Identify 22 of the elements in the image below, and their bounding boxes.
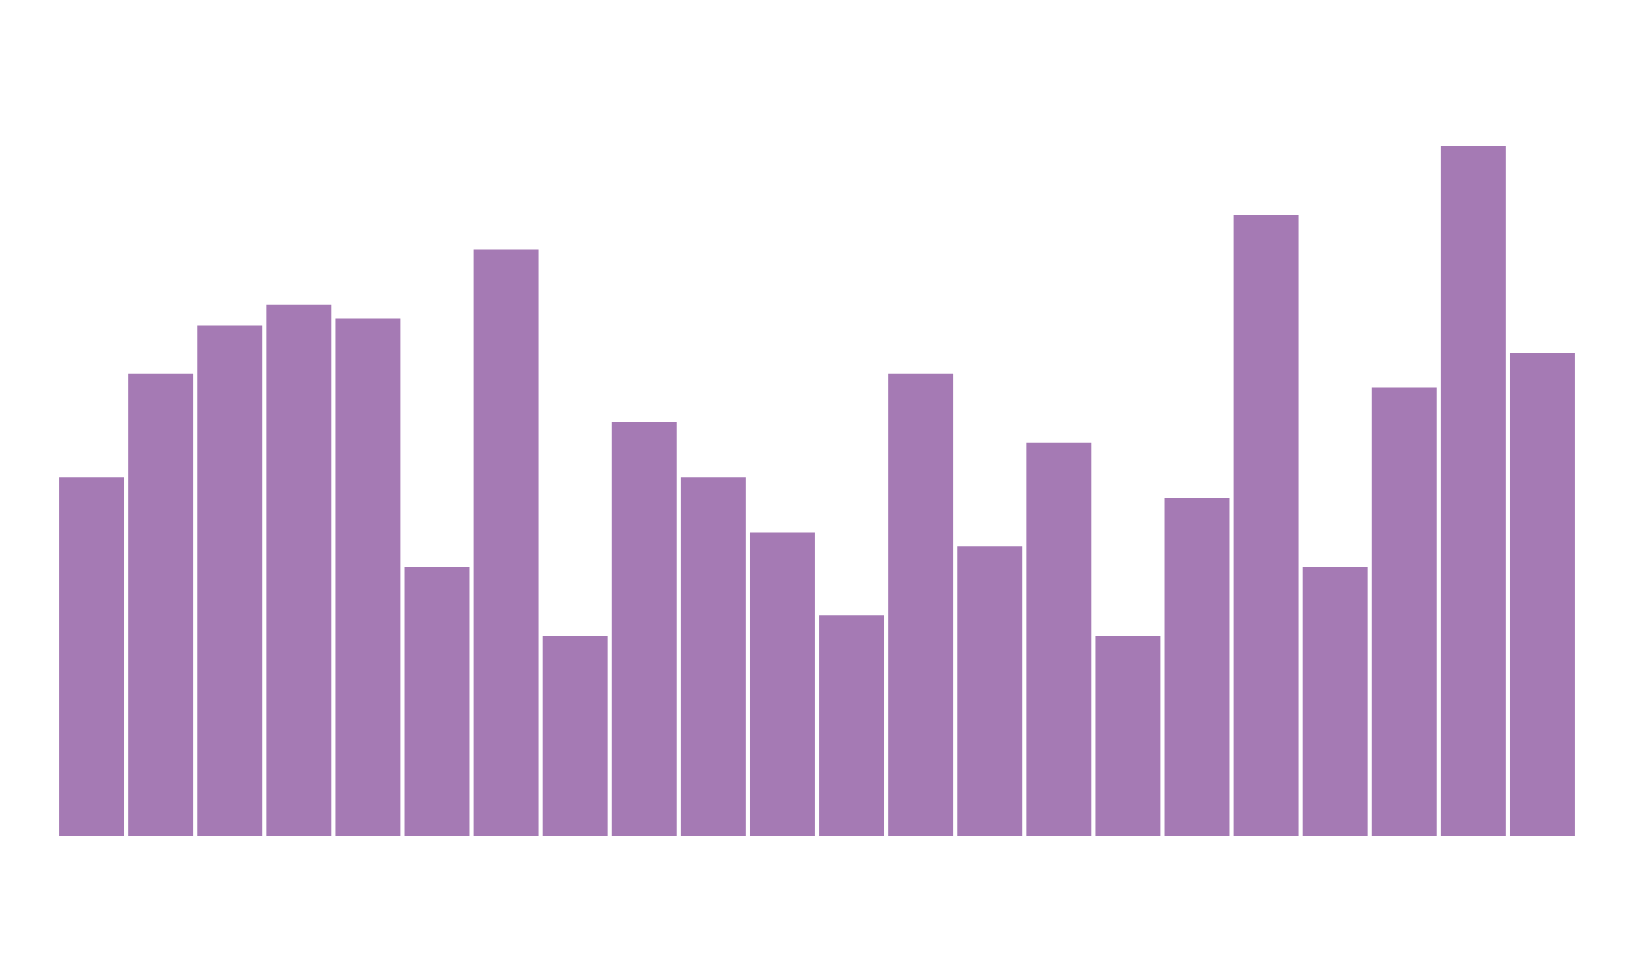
bar [1233,215,1299,836]
bar [1440,146,1506,836]
bar [1371,387,1437,836]
bar [1164,497,1230,836]
bar [611,422,677,836]
bar [1509,353,1575,836]
bar [819,615,885,836]
bar [1095,635,1161,836]
bar [680,477,746,836]
bar [749,532,815,836]
bar [335,318,401,836]
bar [888,373,954,836]
bar [1302,566,1368,836]
bar [404,566,470,836]
bar [59,477,125,836]
bar [1026,442,1092,836]
bar [542,635,608,836]
bar [128,373,194,836]
bar [473,249,539,836]
bar [197,325,263,836]
bar [266,304,332,836]
bar [957,546,1023,836]
